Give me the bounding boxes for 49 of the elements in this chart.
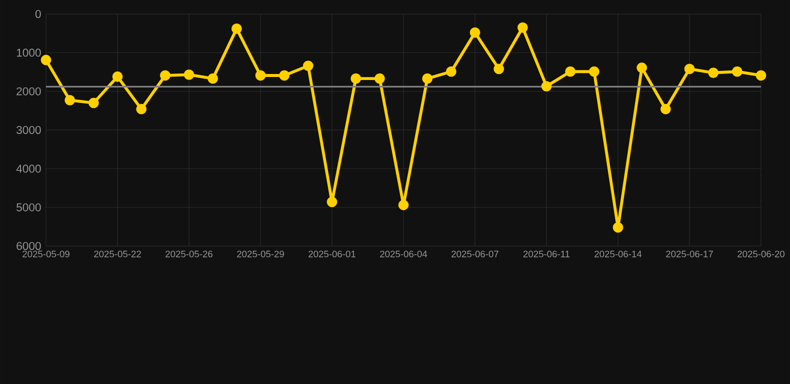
y-tick-label: 0 <box>35 10 41 18</box>
point <box>588 66 600 77</box>
x-tick-label: 2025-06-14 <box>594 250 642 258</box>
point <box>446 66 456 77</box>
point <box>255 70 266 81</box>
point <box>494 64 504 74</box>
point <box>422 73 433 84</box>
point <box>660 104 671 114</box>
point <box>470 27 480 38</box>
point <box>612 222 624 233</box>
y-tick-label: 3000 <box>16 126 41 134</box>
point <box>136 104 147 114</box>
y-tick-label: 6000 <box>16 242 41 250</box>
point <box>350 73 362 84</box>
x-tick-label: 2025-05-22 <box>94 250 141 258</box>
point <box>732 66 742 77</box>
point <box>40 54 52 66</box>
point <box>756 70 766 81</box>
point <box>112 71 123 82</box>
point <box>636 62 648 73</box>
point <box>708 68 719 78</box>
y-tick-label: 1000 <box>16 48 41 57</box>
point <box>279 70 290 81</box>
x-tick-label: 2025-06-01 <box>308 250 356 258</box>
point <box>208 73 218 84</box>
point <box>231 23 242 34</box>
point <box>541 81 552 92</box>
point <box>398 200 409 210</box>
point <box>64 95 76 106</box>
x-tick-label: 2025-06-20 <box>738 250 784 258</box>
x-tick-label: 2025-05-09 <box>22 250 70 258</box>
x-tick-label: 2025-05-29 <box>237 250 284 258</box>
x-tick-label: 2025-06-17 <box>666 250 713 258</box>
point <box>374 73 385 84</box>
point <box>565 66 576 77</box>
x-tick-label: 2025-05-26 <box>166 250 212 258</box>
point <box>302 60 314 72</box>
point <box>184 69 194 80</box>
point <box>160 70 170 81</box>
x-tick-label: 2025-06-07 <box>452 250 498 258</box>
point <box>517 22 528 33</box>
x-tick-label: 2025-06-11 <box>523 250 570 258</box>
point <box>88 98 99 108</box>
y-tick-label: 2000 <box>16 87 41 96</box>
y-tick-label: 5000 <box>16 203 41 212</box>
point <box>684 64 695 74</box>
y-tick-label: 4000 <box>16 164 41 173</box>
point <box>326 196 338 208</box>
x-tick-label: 2025-06-04 <box>380 250 428 258</box>
